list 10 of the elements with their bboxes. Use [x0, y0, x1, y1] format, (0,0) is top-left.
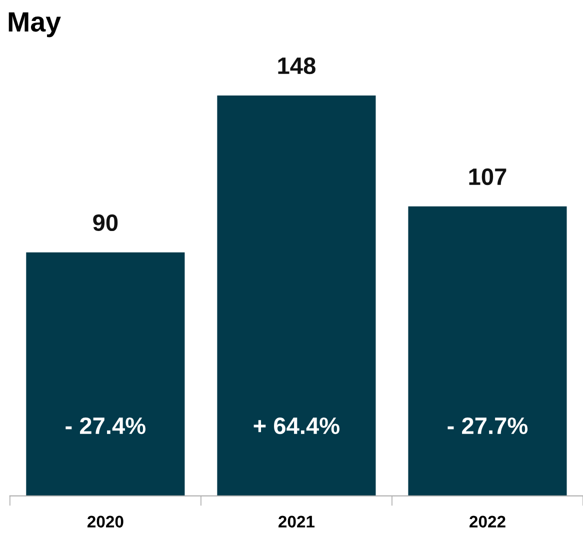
chart-title: May — [8, 12, 61, 38]
annotation: + 64.4% — [254, 417, 340, 434]
annotation: - 27.7% — [448, 417, 528, 434]
data-label: 148 — [278, 57, 316, 74]
x-tick-label: 2022 — [470, 516, 506, 528]
data-label: 107 — [469, 168, 506, 186]
x-tick-label: 2020 — [87, 516, 124, 528]
data-label: 90 — [93, 214, 118, 232]
x-tick-label: 2021 — [278, 516, 315, 528]
annotation: - 27.4% — [66, 417, 146, 434]
